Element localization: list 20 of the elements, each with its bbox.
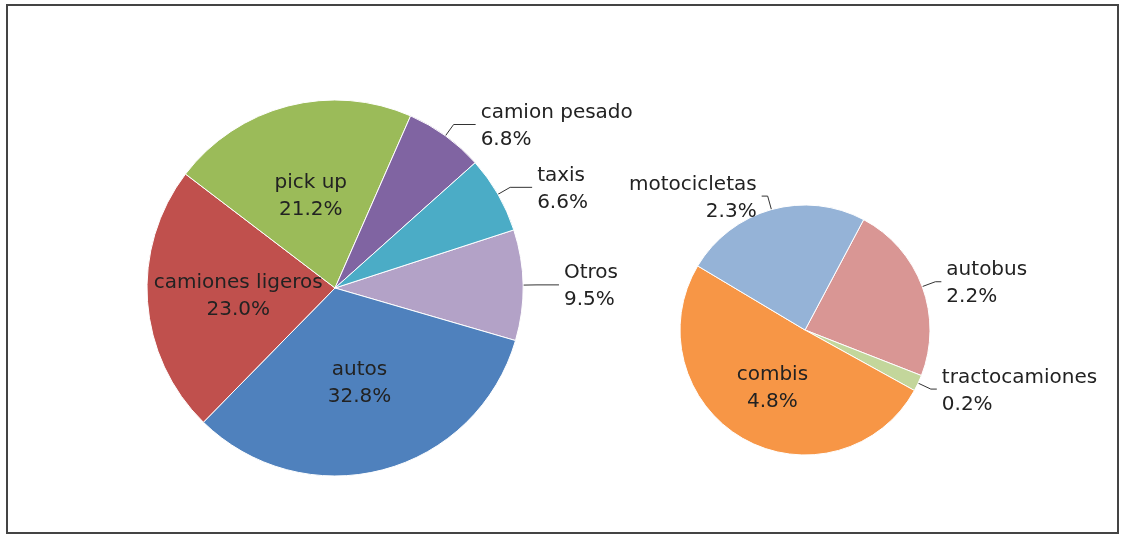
slice-label: tractocamiones — [941, 363, 1098, 388]
data-label: 4.8% — [746, 388, 798, 413]
data-label: 23.0% — [206, 296, 271, 321]
slice-label: Otros — [563, 259, 619, 284]
data-label: 2.2% — [946, 283, 998, 308]
slice-label: motocicletas — [628, 170, 757, 195]
slice-label: pick up — [274, 168, 348, 193]
slice-label: combis — [736, 361, 809, 386]
data-label: 32.8% — [327, 383, 392, 408]
slice-label: camion pesado — [480, 99, 633, 123]
data-label: 0.2% — [941, 390, 993, 415]
slice-label: taxis — [537, 161, 586, 186]
data-label: 6.6% — [537, 188, 588, 213]
slice-label: camiones ligeros — [153, 269, 323, 294]
data-label: 9.5% — [563, 286, 615, 311]
data-label: 2.3% — [705, 197, 757, 222]
slice-label: autos — [331, 356, 388, 381]
slice-label: autobus — [946, 256, 1028, 281]
data-label: 6.8% — [480, 126, 532, 150]
data-label: 21.2% — [278, 195, 343, 220]
